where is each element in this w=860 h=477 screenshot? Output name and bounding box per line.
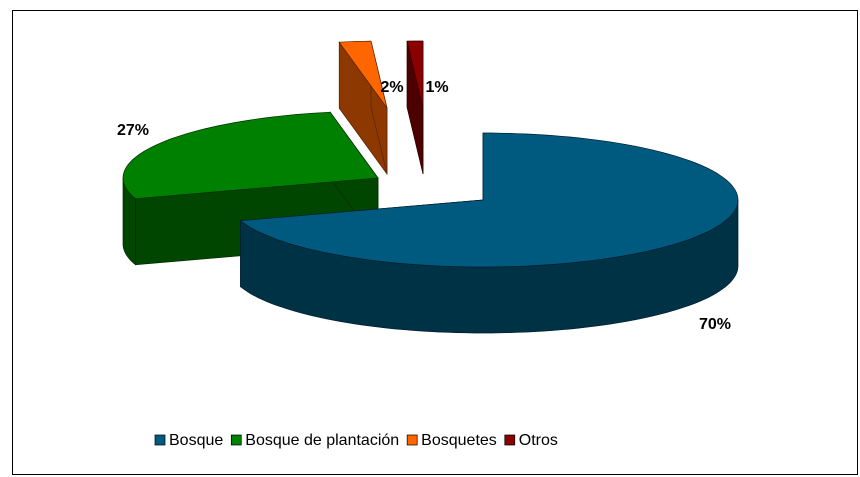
data-label: 70%: [699, 316, 731, 333]
slice: [338, 40, 388, 109]
data-label: 1%: [425, 79, 448, 96]
legend-label: Bosquetes: [421, 432, 497, 449]
legend-swatch: [154, 434, 166, 446]
data-label: 2%: [380, 79, 403, 96]
legend-label: Bosque de plantación: [245, 432, 399, 449]
legend-label: Otros: [519, 432, 558, 449]
legend-swatch: [406, 434, 418, 446]
data-label: 27%: [117, 122, 149, 139]
legend-swatch: [230, 434, 242, 446]
slice: [406, 40, 424, 109]
slice: [239, 132, 739, 268]
slice: [122, 111, 379, 200]
legend-swatch: [504, 434, 516, 446]
legend-label: Bosque: [169, 432, 223, 449]
